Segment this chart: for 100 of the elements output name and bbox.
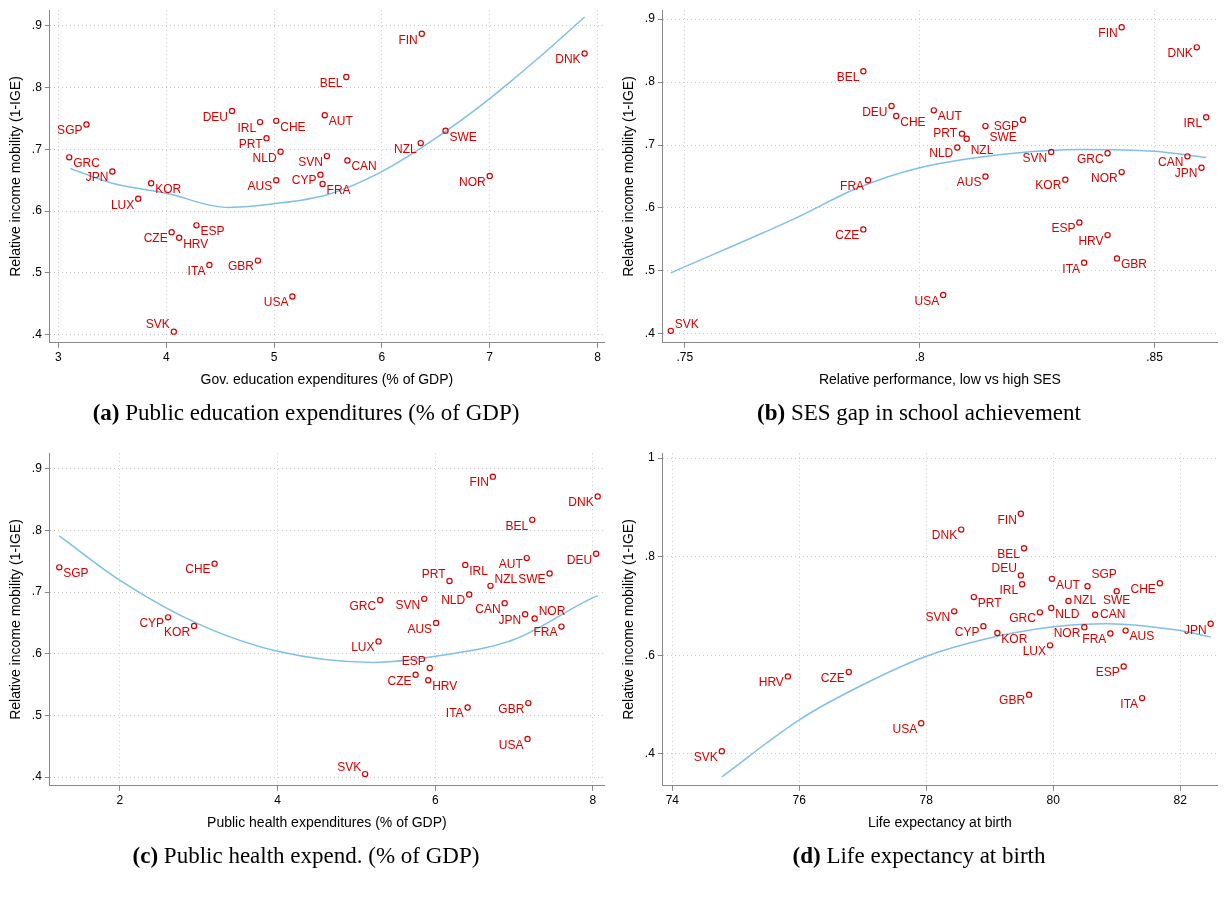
text: HRV <box>432 679 458 694</box>
text: PRT <box>421 566 447 581</box>
text: SVK <box>693 750 718 765</box>
text: FIN <box>997 512 1017 527</box>
text: AUS <box>407 621 433 636</box>
text: SGP <box>1091 567 1117 582</box>
x-tick-label: 4 <box>162 350 170 365</box>
text: CYP <box>954 624 980 639</box>
text: KOR <box>1001 631 1028 646</box>
text: JPN <box>1174 166 1198 181</box>
text: DNK <box>555 52 581 67</box>
text: LUX <box>110 197 135 212</box>
text: LUX <box>1022 644 1047 659</box>
y-tick-label: .6 <box>644 200 656 215</box>
text: CYP <box>291 173 317 188</box>
text: USA <box>914 293 940 308</box>
text: HRV <box>183 236 209 251</box>
text: FIN <box>398 32 418 47</box>
text: NOR <box>538 604 566 619</box>
x-tick-label: 3 <box>55 350 63 365</box>
text: IRL <box>1183 116 1203 131</box>
text: JPN <box>1183 622 1207 637</box>
x-axis-title: Relative performance, low vs high SES <box>818 371 1061 388</box>
y-tick-label: .8 <box>31 79 43 94</box>
text: BEL <box>319 75 343 90</box>
y-tick-label: 1 <box>648 450 656 465</box>
text: ITA <box>445 706 464 721</box>
x-tick-label: 82 <box>1173 793 1188 808</box>
text: SVN <box>395 597 421 612</box>
text: NZL <box>970 142 994 157</box>
text: (d) Life expectancy at birth <box>791 842 1047 870</box>
x-axis-title: Gov. education expenditures (% of GDP) <box>200 371 454 388</box>
text: SGP <box>63 566 89 581</box>
text: SWE <box>449 129 477 144</box>
y-tick-label: .9 <box>31 17 43 32</box>
text: GBR <box>1120 257 1148 272</box>
text: ESP <box>200 224 225 239</box>
text: USA <box>892 722 918 737</box>
y-tick-label: .5 <box>644 263 656 278</box>
text: ESP <box>1051 221 1076 236</box>
text: AUT <box>328 114 354 129</box>
text: ESP <box>1095 665 1120 680</box>
text: (a) Public education expenditures (% of GDP) <box>91 399 521 427</box>
text: ESP <box>401 653 426 668</box>
text: AUS <box>956 175 982 190</box>
text: FRA <box>533 625 558 640</box>
y-tick-label: .4 <box>644 746 656 761</box>
text: IRL <box>237 120 257 135</box>
text: NLD <box>929 146 954 161</box>
text: DNK <box>1167 46 1193 61</box>
text: CZE <box>387 673 412 688</box>
y-tick-label: .5 <box>31 707 43 722</box>
x-tick-label: 76 <box>792 793 807 808</box>
y-tick-label: .7 <box>644 137 656 152</box>
text: GRC <box>349 598 377 613</box>
text: FRA <box>1082 632 1107 647</box>
y-tick-label: .7 <box>31 584 43 599</box>
text: ITA <box>187 263 206 278</box>
text: KOR <box>164 624 191 639</box>
text: GBR <box>227 259 255 274</box>
text: AUS <box>247 179 273 194</box>
text: GRC <box>73 156 101 171</box>
text: AUT <box>1055 577 1081 592</box>
x-tick-label: 80 <box>1046 793 1061 808</box>
text: FIN <box>1098 26 1118 41</box>
text: USA <box>498 737 524 752</box>
text: BEL <box>505 518 529 533</box>
text: KOR <box>155 182 182 197</box>
text: NZL <box>494 571 518 586</box>
text: CHE <box>900 114 926 129</box>
text: ITA <box>1120 696 1139 711</box>
text: CAN <box>351 159 377 174</box>
text: DNK <box>931 528 958 543</box>
y-tick-label: .6 <box>31 203 43 218</box>
text: PRT <box>933 125 958 140</box>
y-axis-title: Relative income mobility (1-IGE) <box>620 519 637 720</box>
text: BEL <box>836 70 860 85</box>
x-tick-label: 74 <box>665 793 680 808</box>
text: CHE <box>1130 582 1156 597</box>
text: NZL <box>1073 593 1097 608</box>
text: NLD <box>252 150 277 165</box>
text: NLD <box>1055 606 1080 621</box>
text: USA <box>263 295 289 310</box>
text: AUS <box>1129 629 1155 644</box>
text: IRL <box>999 583 1019 598</box>
text: (b) SES gap in school achievement <box>756 399 1082 427</box>
text: PRT <box>238 136 264 151</box>
text: SWE <box>518 572 546 587</box>
text: HRV <box>758 675 784 690</box>
text: NLD <box>441 593 466 608</box>
text: SVN <box>925 610 951 625</box>
text: CZE <box>835 228 860 243</box>
y-tick-label: .5 <box>31 265 43 280</box>
x-tick-label: 8 <box>589 793 597 808</box>
text: NOR <box>1053 625 1081 640</box>
text: SVK <box>674 316 699 331</box>
text: CAN <box>475 601 501 616</box>
text: DEU <box>202 109 229 124</box>
y-tick-label: .8 <box>644 74 656 89</box>
text: CHE <box>185 562 211 577</box>
